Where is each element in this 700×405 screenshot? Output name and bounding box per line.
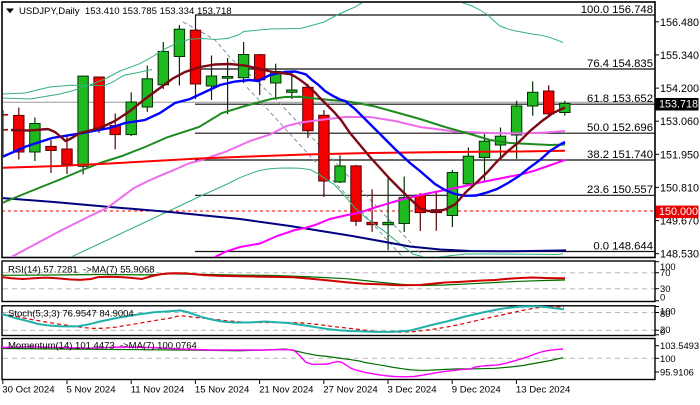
svg-text:149.670: 149.670 [660,216,699,228]
svg-text:153.060: 153.060 [660,116,699,128]
svg-text:5 Nov 2024: 5 Nov 2024 [67,385,117,396]
svg-text:76.4 154.835: 76.4 154.835 [587,58,653,70]
svg-text:9 Dec 2024: 9 Dec 2024 [452,385,502,396]
svg-text:50.0 152.696: 50.0 152.696 [587,122,653,134]
svg-text:150.000: 150.000 [659,206,698,218]
svg-text:Stoch(5,3,3) 76.9547 84.9004: Stoch(5,3,3) 76.9547 84.9004 [8,308,134,319]
svg-text:103.5493: 103.5493 [660,340,699,351]
svg-text:154.200: 154.200 [660,83,699,95]
svg-text:156.480: 156.480 [660,17,699,29]
svg-text:148.530: 148.530 [660,249,699,261]
svg-text:3 Dec 2024: 3 Dec 2024 [388,385,438,396]
svg-text:30: 30 [660,283,670,294]
svg-text:100: 100 [660,261,676,272]
svg-text:153.718: 153.718 [659,99,698,111]
svg-text:151.950: 151.950 [660,149,699,161]
svg-text:27 Nov 2024: 27 Nov 2024 [323,385,378,396]
svg-text:0: 0 [660,292,665,303]
svg-text:21 Nov 2024: 21 Nov 2024 [259,385,314,396]
svg-text:20: 20 [660,324,670,335]
svg-text:150.810: 150.810 [660,182,699,194]
svg-text:23.6 150.557: 23.6 150.557 [587,184,653,196]
svg-text:70: 70 [660,267,670,278]
svg-text:0: 0 [660,326,665,337]
svg-text:80: 80 [660,308,670,319]
svg-text:100: 100 [660,306,676,317]
svg-text:95.9106: 95.9106 [660,367,694,378]
svg-text:11 Nov 2024: 11 Nov 2024 [131,385,185,396]
svg-text:100: 100 [660,353,676,364]
svg-text:USDJPY,Daily 153.410 153.785: USDJPY,Daily 153.410 153.785 153.334 153… [19,6,232,17]
svg-text:Momentum(14) 101.4473 ->MA(7): Momentum(14) 101.4473 ->MA(7) 100.0764 [8,341,197,352]
svg-text:61.8 153.652: 61.8 153.652 [587,93,653,105]
svg-text:100.0 156.748: 100.0 156.748 [581,4,653,16]
svg-text:15 Nov 2024: 15 Nov 2024 [195,385,250,396]
svg-text:0.0 148.644: 0.0 148.644 [593,240,653,252]
svg-text:RSI(14) 57.7281 ->MA(7) 55.90: RSI(14) 57.7281 ->MA(7) 55.9068 [8,265,155,276]
svg-text:30 Oct 2024: 30 Oct 2024 [2,385,55,396]
svg-text:38.2 151.740: 38.2 151.740 [587,149,653,161]
svg-text:13 Dec 2024: 13 Dec 2024 [516,385,571,396]
svg-text:155.340: 155.340 [660,50,699,62]
